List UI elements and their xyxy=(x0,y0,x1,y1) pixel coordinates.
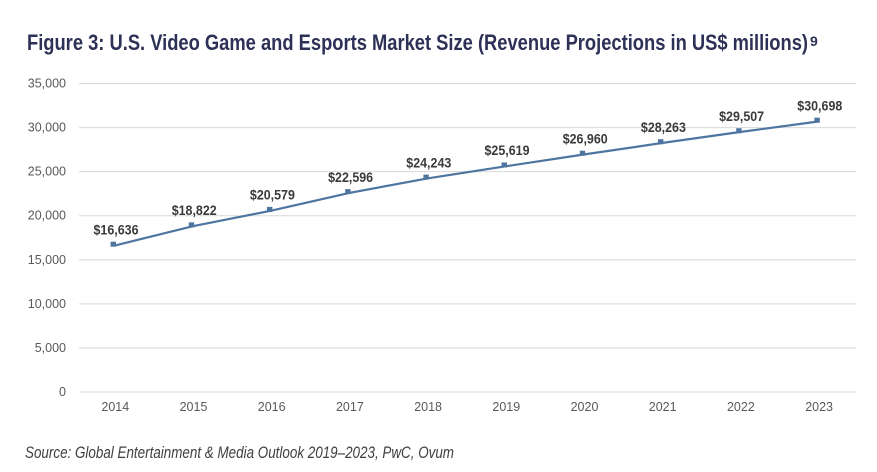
svg-text:2023: 2023 xyxy=(805,400,833,414)
svg-text:Source: Global Entertainment &: Source: Global Entertainment & Media Out… xyxy=(25,444,454,462)
svg-text:2018: 2018 xyxy=(414,400,442,414)
svg-text:$28,263: $28,263 xyxy=(641,120,686,135)
svg-text:2022: 2022 xyxy=(727,400,755,414)
svg-text:35,000: 35,000 xyxy=(28,77,66,91)
svg-text:$16,636: $16,636 xyxy=(94,222,139,237)
svg-text:$26,960: $26,960 xyxy=(563,131,608,146)
svg-text:20,000: 20,000 xyxy=(28,209,66,223)
svg-text:30,000: 30,000 xyxy=(28,121,66,135)
svg-text:15,000: 15,000 xyxy=(28,253,66,267)
svg-text:2019: 2019 xyxy=(492,400,520,414)
svg-text:2014: 2014 xyxy=(101,400,129,414)
svg-text:$30,698: $30,698 xyxy=(797,98,842,113)
svg-text:10,000: 10,000 xyxy=(28,297,66,311)
svg-text:9: 9 xyxy=(810,33,818,49)
svg-text:$25,619: $25,619 xyxy=(485,143,530,158)
svg-text:2016: 2016 xyxy=(258,400,286,414)
svg-text:$18,822: $18,822 xyxy=(172,203,217,218)
svg-text:5,000: 5,000 xyxy=(35,341,66,355)
svg-text:2017: 2017 xyxy=(336,400,364,414)
svg-text:2020: 2020 xyxy=(571,400,599,414)
svg-text:$24,243: $24,243 xyxy=(406,155,451,170)
svg-text:0: 0 xyxy=(59,385,66,399)
svg-text:2021: 2021 xyxy=(649,400,677,414)
svg-text:$20,579: $20,579 xyxy=(250,188,295,203)
svg-text:$22,596: $22,596 xyxy=(328,170,373,185)
svg-text:Figure 3: U.S. Video Game and: Figure 3: U.S. Video Game and Esports Ma… xyxy=(27,30,808,55)
svg-text:25,000: 25,000 xyxy=(28,165,66,179)
svg-text:$29,507: $29,507 xyxy=(719,109,764,124)
svg-text:2015: 2015 xyxy=(180,400,208,414)
